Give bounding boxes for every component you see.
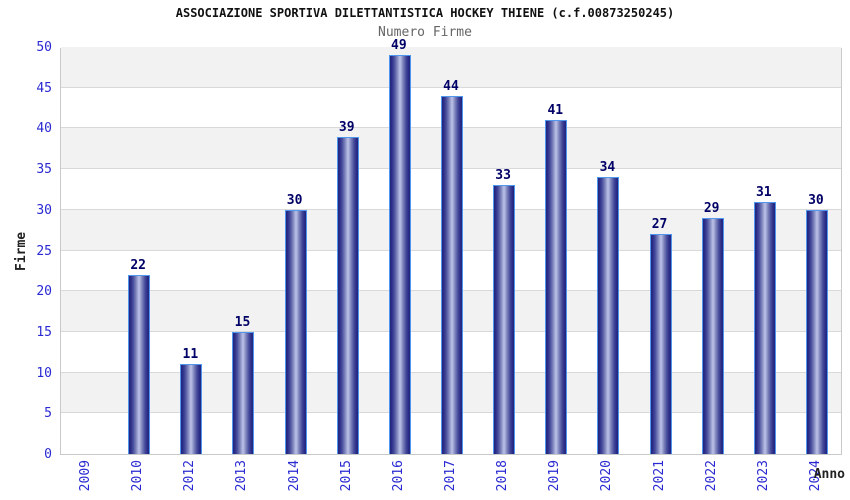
bar-value-label: 27 bbox=[651, 217, 668, 233]
plot-area bbox=[60, 47, 842, 455]
y-tick-label: 0 bbox=[44, 447, 52, 462]
y-tick-label: 30 bbox=[36, 202, 52, 218]
x-tick-label: 2019 bbox=[547, 460, 563, 492]
x-tick-label: 2023 bbox=[755, 460, 771, 492]
x-tick-label: 2015 bbox=[338, 460, 354, 492]
bar-2014 bbox=[284, 209, 307, 454]
chart-subtitle: Numero Firme bbox=[378, 25, 472, 40]
bar-2012 bbox=[180, 364, 203, 454]
bar-2019 bbox=[545, 120, 568, 454]
x-tick-label: 2016 bbox=[390, 460, 406, 492]
y-tick-label: 5 bbox=[44, 406, 52, 422]
y-tick-label: 20 bbox=[36, 284, 52, 300]
y-tick-label: 50 bbox=[36, 40, 52, 55]
bar-value-label: 44 bbox=[443, 78, 459, 94]
bar-2024 bbox=[805, 209, 828, 454]
bar-value-label: 31 bbox=[755, 184, 772, 200]
bar-value-label: 30 bbox=[286, 192, 303, 208]
gridline bbox=[61, 86, 841, 88]
bar-value-label: 39 bbox=[338, 119, 355, 135]
bar-value-label: 49 bbox=[391, 38, 407, 54]
y-tick-label: 45 bbox=[36, 80, 52, 96]
y-tick-label: 40 bbox=[36, 121, 52, 137]
bar-2016 bbox=[388, 55, 411, 454]
y-axis-title: Firme bbox=[14, 231, 29, 272]
x-tick-label: 2014 bbox=[286, 460, 302, 492]
bar-value-label: 34 bbox=[599, 160, 616, 176]
grid-band bbox=[61, 47, 841, 88]
bar-2021 bbox=[649, 234, 672, 454]
x-tick-label: 2021 bbox=[651, 460, 667, 492]
bar-2018 bbox=[493, 185, 516, 454]
bar-2020 bbox=[597, 177, 620, 454]
bar-value-label: 30 bbox=[808, 192, 824, 208]
bar-value-label: 29 bbox=[703, 200, 720, 216]
chart-title: ASSOCIAZIONE SPORTIVA DILETTANTISTICA HO… bbox=[175, 6, 675, 20]
x-tick-label: 2010 bbox=[130, 460, 146, 492]
bar-2010 bbox=[128, 274, 151, 454]
x-axis-title: Anno bbox=[813, 467, 845, 482]
x-tick-label: 2022 bbox=[703, 460, 719, 492]
x-tick-label: 2018 bbox=[495, 460, 511, 492]
x-tick-label: 2012 bbox=[182, 460, 198, 492]
bar-2023 bbox=[753, 201, 776, 454]
bar-2022 bbox=[701, 217, 724, 454]
x-tick-label: 2017 bbox=[443, 460, 458, 492]
x-tick-label: 2009 bbox=[78, 460, 94, 492]
bar-2017 bbox=[441, 95, 463, 454]
bar-2015 bbox=[336, 136, 359, 454]
y-tick-label: 35 bbox=[36, 162, 52, 178]
bar-value-label: 33 bbox=[495, 168, 511, 184]
y-tick-label: 15 bbox=[36, 324, 52, 340]
y-tick-label: 25 bbox=[36, 243, 52, 259]
x-tick-label: 2020 bbox=[599, 460, 615, 492]
bar-value-label: 22 bbox=[130, 257, 147, 273]
x-tick-label: 2013 bbox=[234, 460, 250, 492]
y-tick-label: 10 bbox=[36, 365, 52, 381]
bar-value-label: 11 bbox=[182, 347, 199, 363]
bar-2013 bbox=[232, 331, 255, 454]
bar-value-label: 15 bbox=[234, 314, 251, 330]
bar-value-label: 41 bbox=[547, 103, 564, 119]
